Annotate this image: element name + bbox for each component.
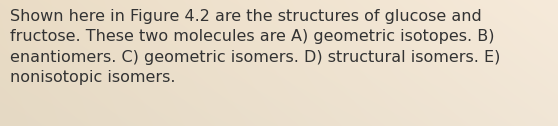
- Text: Shown here in Figure 4.2 are the structures of glucose and
fructose. These two m: Shown here in Figure 4.2 are the structu…: [10, 9, 501, 85]
